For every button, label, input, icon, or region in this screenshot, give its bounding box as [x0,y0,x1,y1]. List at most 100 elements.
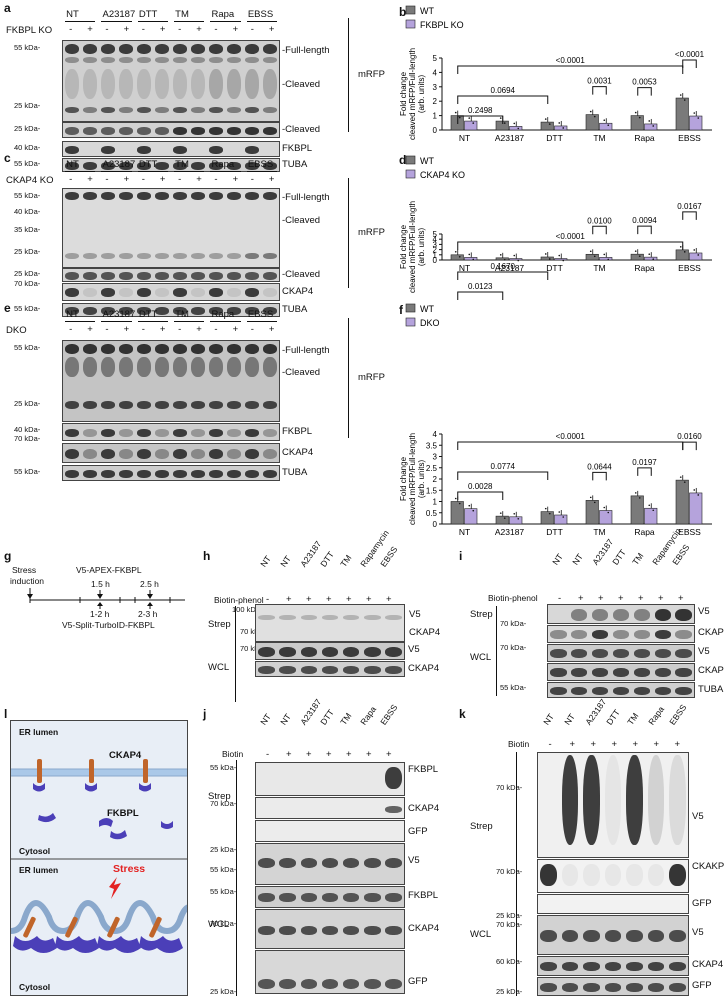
band [300,893,318,902]
bar [464,120,478,131]
pm-sign: - [250,174,254,185]
wcl-gfp-blot [537,977,689,996]
band [64,288,79,297]
y-tick-label: 3 [433,453,438,462]
data-point [589,496,592,499]
blot-label: CKAKP4 [692,861,724,872]
band [571,668,588,677]
band [385,767,402,789]
treatment-label: EBSS [247,9,274,20]
band [583,755,600,845]
data-point [589,110,592,113]
mw-marker: 25 kDa- [210,845,237,854]
cleaved-inner-label: -Cleaved [282,79,321,90]
bar [599,122,613,131]
band [208,127,223,135]
band [244,288,259,297]
significance-bracket [457,491,504,500]
x-tick-label: TM [593,527,605,537]
band [668,962,686,971]
pm-sign: + [268,24,275,35]
mw-marker: 70 kDa- [500,643,527,652]
band [64,57,79,63]
band [64,357,79,377]
bar [644,256,658,261]
y-tick-label: 2.5 [426,464,438,473]
treatment-underline [137,21,168,22]
y-tick-label: 2 [433,97,438,106]
blot-label: GFP [692,980,712,991]
band [136,449,151,459]
biotin-sign: - [558,593,562,604]
band [172,288,187,297]
bar [630,495,644,525]
pm-sign: - [69,24,73,35]
blot-label: -Cleaved [282,124,321,135]
p-value: 0.0197 [632,458,657,467]
strep-gfp-blot [537,894,689,914]
mw-marker: 25 kDa- [14,399,41,408]
band [244,307,259,315]
tuba-blot [62,158,280,172]
blot-label: V5 [408,644,420,655]
legend-swatch-wt [405,155,416,165]
y-tick-label: 4 [433,430,438,439]
strep-label: Strep [208,619,231,630]
band [82,401,97,409]
band [262,429,277,437]
wcl-gfp-blot [255,950,405,994]
band [82,69,97,99]
data-point [607,511,610,514]
p-value: 0.0100 [587,216,612,225]
ckap4-blot [62,283,280,301]
fkbpl-blot [62,423,280,441]
band [626,930,643,942]
y-tick-label: 4 [433,68,438,77]
stress-text: Stress [113,863,146,875]
treatment-label: EBSS [247,309,274,320]
band [592,668,609,677]
band [675,609,692,621]
lane-label: NT [278,553,293,569]
p-value: 0.2498 [468,106,493,115]
band [262,44,277,54]
treatment-underline [101,321,132,322]
mw-marker: 70 kDa- [496,783,523,792]
tuba-blot [547,682,695,698]
y-tick-label: 0 [433,256,438,265]
data-point [472,509,475,512]
x-tick-label: A23187 [495,263,525,273]
treatment-label: NT [66,309,79,320]
blot-label: TUBA [282,467,308,478]
wcl-v5-blot [537,915,689,955]
band [172,429,187,437]
band [118,307,133,315]
mw-marker: 70 kDa- [240,644,267,653]
mw-marker: 55 kDa- [210,865,237,874]
treatment-label: TM [175,309,189,320]
y-tick-label: 2 [433,475,438,484]
data-point [517,127,520,130]
biotin-sign: + [306,594,312,605]
biotin-sign: - [548,739,552,750]
biotin-sign: + [366,749,372,760]
band [226,449,241,459]
band [654,630,671,639]
band [100,146,115,154]
band [385,806,402,813]
blot-label: CKAP4 [698,627,724,638]
band [208,162,223,170]
mw-marker: 60 kDa- [496,957,523,966]
band [172,146,187,154]
tuba-blot [62,303,280,317]
band [154,449,169,459]
band [136,344,151,354]
band [118,357,133,377]
band [550,630,567,639]
band [385,666,402,674]
band [172,127,187,135]
blot-label: TUBA [282,159,308,170]
data-point [499,512,502,514]
x-tick-label: NT [459,133,470,143]
significance-bracket [457,65,684,74]
